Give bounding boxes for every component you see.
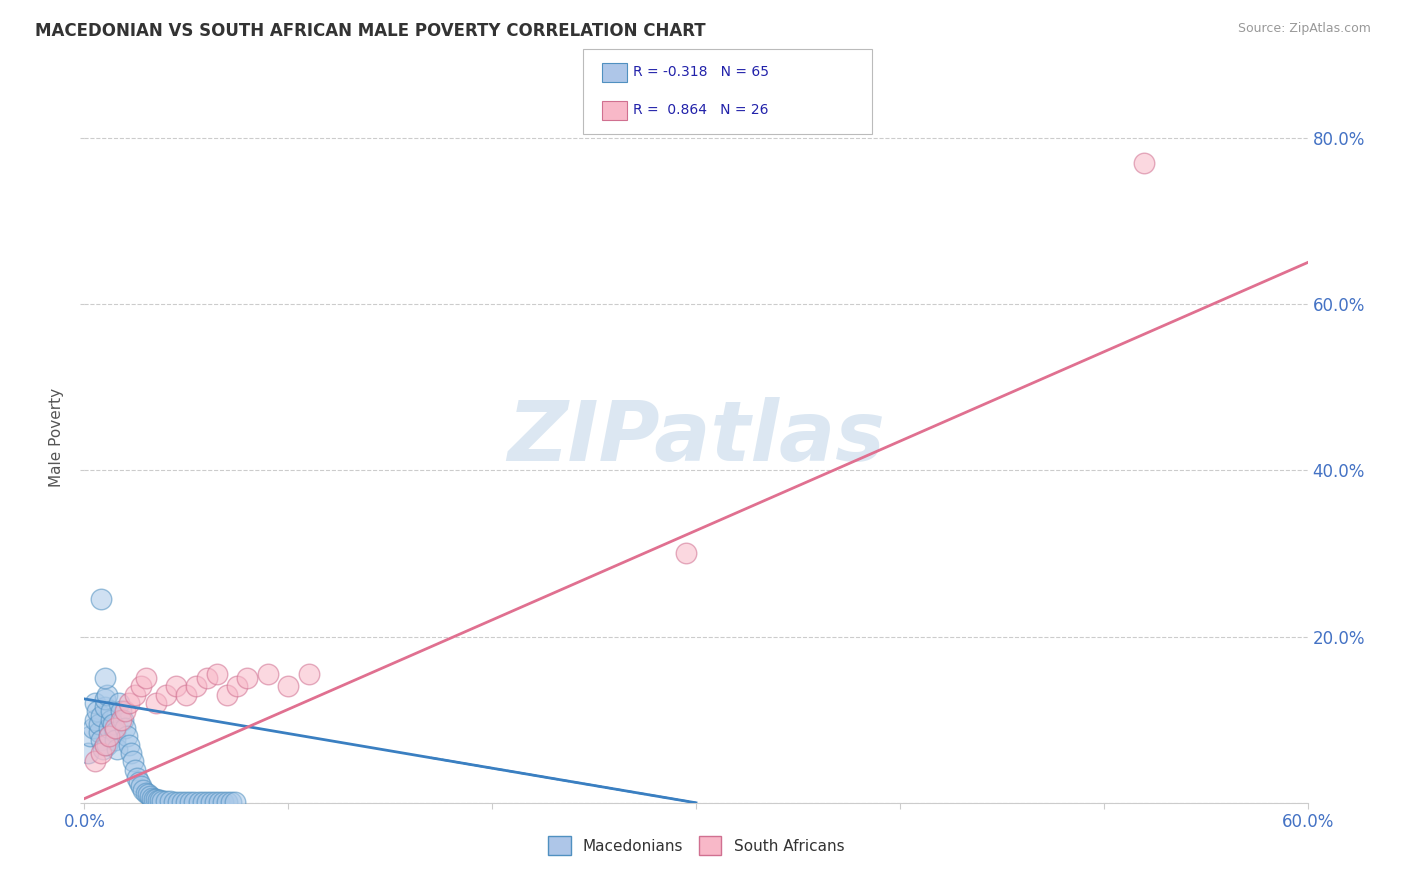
Point [138,789,160,804]
Point [104,721,127,735]
Text: R =  0.864   N = 26: R = 0.864 N = 26 [633,103,768,118]
Point [298,667,321,681]
Point [93,700,115,714]
Point [120,746,142,760]
Point [226,680,249,694]
Point [145,696,167,710]
Point [96,738,118,752]
Point [105,741,128,756]
Point [97,729,120,743]
Y-axis label: Male Poverty: Male Poverty [49,387,65,487]
Point [83,754,105,768]
Point [93,692,115,706]
Point [110,705,132,719]
Point [110,713,132,727]
Point [165,680,187,694]
Point [128,775,150,789]
Point [186,680,208,694]
Text: MACEDONIAN VS SOUTH AFRICAN MALE POVERTY CORRELATION CHART: MACEDONIAN VS SOUTH AFRICAN MALE POVERTY… [35,22,706,40]
Point [97,729,120,743]
Point [108,696,131,710]
Point [204,795,226,809]
Point [79,729,101,743]
Point [219,795,242,809]
Point [212,795,235,809]
Point [93,671,115,685]
Point [142,791,165,805]
Point [159,794,181,808]
Point [114,705,136,719]
Point [91,741,114,756]
Point [149,793,172,807]
Point [82,721,104,735]
Point [124,688,146,702]
Point [675,546,697,560]
Point [136,788,159,802]
Point [179,795,201,809]
Point [86,705,108,719]
Point [100,705,122,719]
Point [200,795,222,809]
Point [167,795,190,809]
Point [101,716,124,731]
Point [115,729,138,743]
Point [90,733,112,747]
Point [90,592,112,607]
Point [195,795,218,809]
Point [131,779,153,793]
Point [96,688,118,702]
Point [208,795,231,809]
Point [90,708,112,723]
Point [124,763,146,777]
Point [150,794,173,808]
Point [93,738,115,752]
Point [97,721,120,735]
Point [132,783,155,797]
Point [104,733,127,747]
Point [224,795,246,809]
Point [146,793,169,807]
Point [118,738,141,752]
Point [104,725,127,739]
Point [112,713,135,727]
Point [236,671,259,685]
Point [205,667,228,681]
Point [141,790,163,805]
Point [127,771,149,785]
Point [118,696,141,710]
Point [191,795,214,809]
Legend: Macedonians, South Africans: Macedonians, South Africans [541,830,851,861]
Point [257,667,280,681]
Point [155,794,177,808]
Point [135,671,157,685]
Point [174,688,197,702]
Point [114,721,136,735]
Point [163,795,186,809]
Point [155,688,177,702]
Point [172,795,194,809]
Text: Source: ZipAtlas.com: Source: ZipAtlas.com [1237,22,1371,36]
Point [87,725,110,739]
Point [122,754,145,768]
Point [90,746,112,760]
Point [135,786,157,800]
Point [100,713,122,727]
Point [83,713,105,727]
Point [277,680,299,694]
Point [77,746,100,760]
Text: ZIPatlas: ZIPatlas [508,397,884,477]
Point [217,688,239,702]
Point [131,680,153,694]
Point [87,716,110,731]
Point [217,795,239,809]
Point [145,792,167,806]
Point [83,696,105,710]
Point [1133,155,1156,169]
Point [183,795,205,809]
Point [195,671,218,685]
Point [174,795,197,809]
Point [187,795,209,809]
Text: R = -0.318   N = 65: R = -0.318 N = 65 [633,65,769,79]
